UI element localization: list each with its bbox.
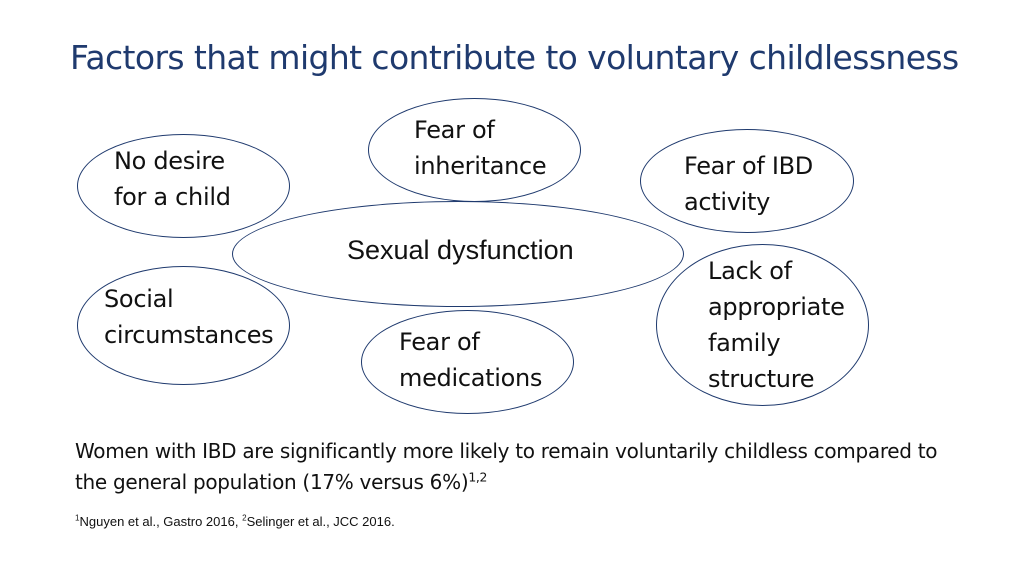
label-no-desire: No desire for a child — [114, 147, 231, 211]
references: 1Nguyen et al., Gastro 2016, 2Selinger e… — [75, 513, 395, 529]
ellipse-fear-of-ibd-activity — [640, 129, 854, 233]
label-lack-of-family-structure: Lack of appropriate family structure — [708, 257, 845, 393]
label-sexual-dysfunction: Sexual dysfunction — [347, 235, 574, 265]
ellipse-social-circumstances — [77, 266, 290, 385]
ellipse-lack-of-family-structure — [656, 244, 869, 406]
label-fear-of-inheritance: Fear of inheritance — [414, 116, 547, 180]
label-fear-of-medications: Fear of medications — [399, 328, 543, 392]
citation-marks: 1,2 — [468, 469, 488, 485]
ellipse-fear-of-inheritance — [368, 98, 581, 202]
label-social-circumstances: Social circumstances — [104, 285, 274, 349]
slide-title: Factors that might contribute to volunta… — [70, 38, 959, 77]
ellipse-fear-of-medications — [361, 310, 574, 414]
key-statement: Women with IBD are significantly more li… — [75, 439, 938, 494]
ellipse-no-desire — [77, 134, 290, 238]
ellipse-sexual-dysfunction — [232, 201, 684, 307]
label-fear-of-ibd-activity: Fear of IBD activity — [684, 152, 813, 216]
